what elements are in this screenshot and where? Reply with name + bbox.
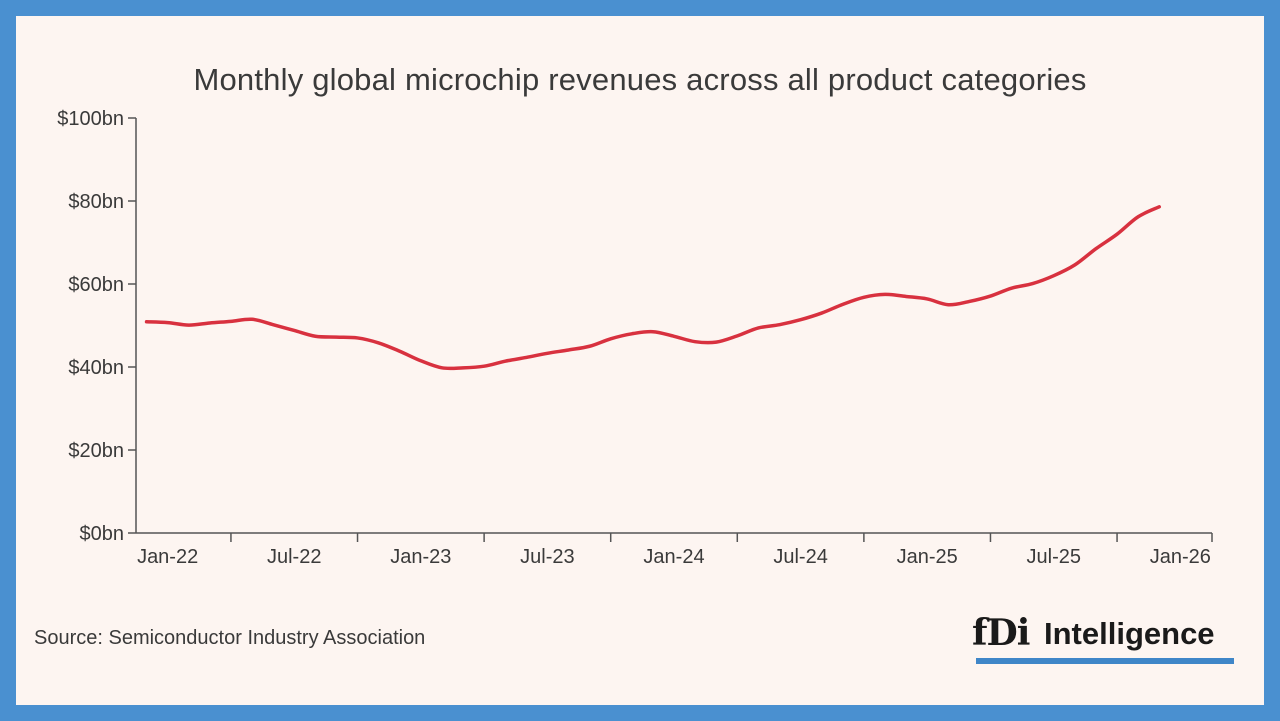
logo-name: Intelligence	[1044, 616, 1215, 651]
x-tick-label: Jul-23	[520, 546, 574, 568]
x-tick-label: Jan-24	[643, 546, 704, 568]
x-tick-label: Jul-24	[773, 546, 827, 568]
y-tick-label: $80bn	[68, 191, 124, 213]
chart-title: Monthly global microchip revenues across…	[193, 62, 1087, 97]
x-tick-label: Jul-22	[267, 546, 321, 568]
logo-underline	[976, 658, 1234, 664]
y-tick-label: $0bn	[80, 523, 125, 545]
revenue-series-line	[144, 205, 1161, 371]
x-tick-label: Jan-26	[1150, 546, 1211, 568]
y-tick-label: $100bn	[57, 108, 124, 130]
y-tick-label: $60bn	[68, 274, 124, 296]
chart-plot-area	[144, 205, 1161, 371]
x-tick-label: Jan-25	[897, 546, 958, 568]
x-tick-label: Jul-25	[1027, 546, 1081, 568]
logo-mark: fDi	[972, 612, 1030, 654]
y-tick-label: $20bn	[68, 440, 124, 462]
chart-axes: $0bn $20bn $40bn $60bn $80bn $100bn Jan-22 Jul-…	[57, 108, 1213, 568]
x-tick-label: Jan-23	[390, 546, 451, 568]
chart-card: Monthly global microchip revenues across…	[16, 16, 1264, 705]
y-tick-label: $40bn	[68, 357, 124, 379]
fdi-intelligence-logo: fDi Intelligence	[972, 612, 1234, 668]
source-note: Source: Semiconductor Industry Associati…	[34, 627, 426, 649]
x-tick-label: Jan-22	[137, 546, 198, 568]
line-chart: $0bn $20bn $40bn $60bn $80bn $100bn Jan-22 Jul-…	[57, 108, 1213, 568]
